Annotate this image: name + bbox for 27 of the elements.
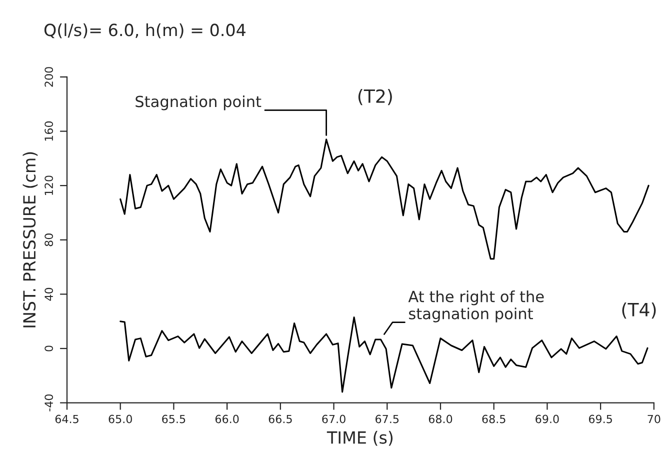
x-tick-label: 64.5 bbox=[55, 414, 78, 424]
y-tick-label: 160 bbox=[44, 121, 54, 141]
x-axis-title: TIME (s) bbox=[326, 430, 393, 446]
x-tick-label: 67.5 bbox=[376, 414, 399, 424]
x-tick-label: 69.5 bbox=[588, 414, 612, 424]
x-tick-label: 66.0 bbox=[215, 414, 239, 424]
annotation: (T4) bbox=[622, 302, 656, 319]
x-tick-label: 66.5 bbox=[268, 414, 292, 424]
x-tick-label: 68.5 bbox=[482, 414, 506, 424]
x-tick-label: 70 bbox=[648, 414, 660, 424]
y-tick-label: -40 bbox=[44, 394, 54, 412]
y-tick-label: 80 bbox=[44, 234, 54, 246]
y-axis-title: INST. PRESSURE (cm) bbox=[22, 152, 38, 328]
x-tick-label: 67.0 bbox=[322, 414, 346, 424]
annotation: (T2) bbox=[358, 89, 392, 106]
chart-title: Q(l/s)= 6.0, h(m) = 0.04 bbox=[44, 23, 246, 38]
x-tick-label: 65.0 bbox=[108, 414, 132, 424]
y-tick-label: 40 bbox=[44, 288, 54, 301]
line-series bbox=[120, 138, 650, 260]
annotation: Stagnation point bbox=[136, 95, 262, 110]
annotation: At the right of the stagnation point bbox=[408, 290, 544, 322]
y-tick-label: 120 bbox=[44, 176, 54, 195]
y-tick-label: 200 bbox=[44, 67, 54, 87]
x-tick-label: 65.5 bbox=[162, 414, 186, 424]
x-tick-label: 68.0 bbox=[428, 414, 452, 424]
y-tick-label: 0 bbox=[44, 346, 54, 352]
x-tick-label: 69.0 bbox=[536, 414, 559, 424]
